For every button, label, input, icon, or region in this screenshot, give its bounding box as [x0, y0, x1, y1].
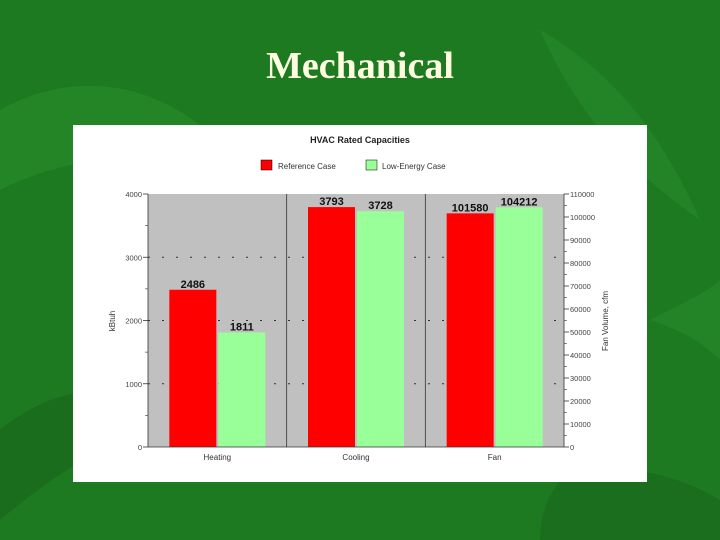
y-axis-right-label: Fan Volume, cfm: [601, 291, 610, 351]
legend-label-low-energy: Low-Energy Case: [382, 162, 446, 171]
y-right-tick-label: 90000: [570, 236, 591, 245]
slide-title: Mechanical: [266, 45, 454, 87]
bar: [308, 207, 355, 447]
bar-value-label: 3793: [319, 196, 343, 208]
leaf-decoration: [650, 280, 720, 360]
y-right-tick-label: 20000: [570, 397, 591, 406]
y-right-tick-label: 110000: [570, 190, 594, 199]
bar-value-label: 101580: [452, 202, 489, 214]
bar-value-label: 2486: [181, 279, 205, 291]
y-right-tick-label: 30000: [570, 374, 591, 383]
bars-layer: 2486 1811 3793 3728 101580 104212: [169, 196, 543, 447]
y-right-tick-label: 10000: [570, 420, 591, 429]
y-left-tick-label: 0: [138, 443, 142, 452]
y-axis-left-label: kBtuh: [108, 311, 117, 331]
y-right-tick-label: 70000: [570, 282, 591, 291]
legend-swatch-reference: [260, 159, 273, 171]
legend-label-reference: Reference Case: [278, 162, 336, 171]
bar-value-label: 1811: [230, 321, 254, 333]
chart-panel: HVAC Rated Capacities Reference Case Low…: [73, 125, 647, 482]
legend-swatch-low-energy: [365, 159, 378, 171]
axes-layer: 0100020003000400001000020000300004000050…: [125, 190, 595, 462]
x-category-label: Heating: [204, 453, 232, 462]
x-category-label: Fan: [488, 453, 502, 462]
bar: [357, 211, 404, 447]
y-right-tick-label: 40000: [570, 351, 591, 360]
y-left-tick-label: 4000: [125, 190, 142, 199]
y-left-tick-label: 3000: [125, 253, 142, 262]
bar-value-label: 104212: [501, 196, 538, 208]
y-right-tick-label: 100000: [570, 213, 595, 222]
bar-value-label: 3728: [368, 200, 392, 212]
y-right-tick-label: 50000: [570, 328, 591, 337]
plot-area: [148, 194, 564, 447]
bar: [169, 289, 217, 447]
y-right-tick-label: 80000: [570, 259, 591, 268]
hvac-chart: HVAC Rated Capacities Reference Case Low…: [108, 135, 610, 462]
x-category-label: Cooling: [342, 453, 369, 462]
bar: [218, 332, 266, 447]
leaf-decoration: [540, 469, 720, 540]
chart-title: HVAC Rated Capacities: [310, 135, 410, 145]
bar: [446, 213, 494, 447]
bar: [495, 207, 543, 447]
y-right-tick-label: 60000: [570, 305, 591, 314]
y-left-tick-label: 2000: [125, 317, 142, 326]
y-right-tick-label: 0: [570, 443, 574, 452]
y-left-tick-label: 1000: [125, 380, 142, 389]
